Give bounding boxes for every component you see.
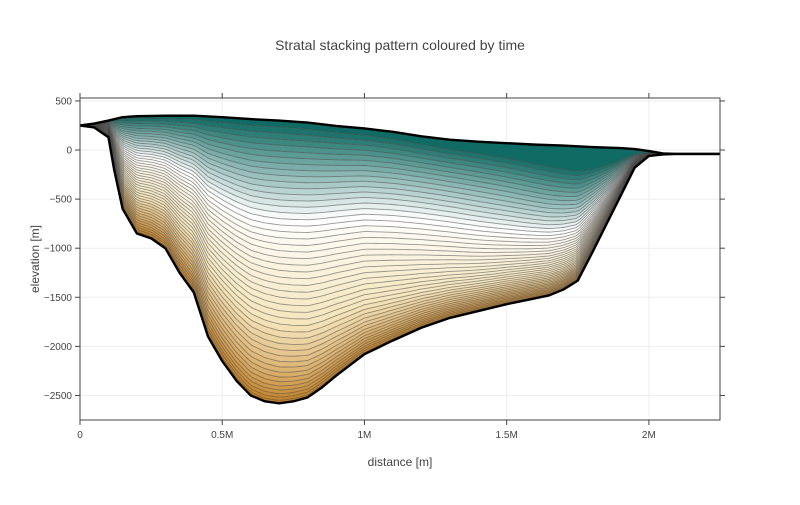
stratal-surface	[80, 124, 720, 226]
stratal-surface	[80, 122, 720, 193]
stratal-surface	[80, 125, 720, 286]
strata-layer	[80, 125, 720, 368]
strata-layer	[80, 121, 720, 185]
y-axis-ticks: 500 0 −500 −1000 −1500 −2000 −2500	[44, 96, 725, 402]
stratal-surface	[80, 118, 720, 172]
stratal-surface	[80, 122, 720, 202]
x-tick-label: 0	[77, 430, 83, 441]
stratal-surface	[80, 124, 720, 266]
stratal-surface	[80, 124, 720, 237]
stratal-surfaces	[80, 114, 720, 405]
x-tick-label: 1.5M	[496, 430, 518, 441]
y-tick-label: −1500	[44, 293, 73, 304]
stratal-surface	[80, 124, 720, 222]
y-tick-label: 0	[66, 146, 72, 157]
strata-layer	[80, 124, 720, 217]
x-tick-label: 0.5M	[211, 430, 233, 441]
chart-title: Stratal stacking pattern coloured by tim…	[275, 37, 525, 53]
y-axis-label: elevation [m]	[28, 225, 42, 293]
strata-layer	[80, 124, 720, 221]
y-tick-label: −2000	[44, 342, 73, 353]
strata-layer	[80, 115, 720, 172]
stratal-surface	[80, 121, 720, 181]
stratal-surface	[80, 124, 720, 243]
stratal-surface	[80, 121, 720, 189]
y-tick-label: −1000	[44, 244, 73, 255]
final-depositional-surface	[80, 114, 720, 156]
plot-frame	[79, 97, 721, 421]
stratal-surface	[80, 121, 720, 185]
plot-border	[79, 97, 721, 421]
stratal-surface	[80, 124, 720, 246]
stratal-surface	[80, 123, 720, 210]
stratal-surface	[80, 124, 720, 260]
strata-layer	[80, 122, 720, 189]
stratal-surface	[80, 124, 720, 253]
stratal-surface	[80, 124, 720, 233]
x-tick-label: 2M	[642, 430, 656, 441]
strata-layer	[80, 122, 720, 193]
stratal-surface	[80, 120, 720, 176]
y-tick-label: 500	[55, 96, 72, 107]
stratal-surface	[80, 122, 720, 197]
x-axis-label: distance [m]	[368, 455, 433, 469]
stratal-surface	[80, 124, 720, 240]
stratal-surface	[80, 125, 720, 273]
stratal-surface	[80, 124, 720, 229]
basement-surface	[80, 124, 720, 405]
x-axis-ticks: 0 0.5M 1M 1.5M 2M	[77, 93, 656, 441]
stratal-surface	[80, 125, 720, 280]
x-tick-label: 1M	[357, 430, 371, 441]
y-tick-label: −2500	[44, 391, 73, 402]
stratal-surface	[80, 124, 720, 218]
stratal-surface	[80, 123, 720, 206]
strata-layer	[80, 124, 720, 229]
strata-layer	[80, 124, 720, 225]
stratal-surface	[80, 123, 720, 214]
strata-layer	[80, 124, 720, 233]
y-tick-label: −500	[49, 195, 72, 206]
